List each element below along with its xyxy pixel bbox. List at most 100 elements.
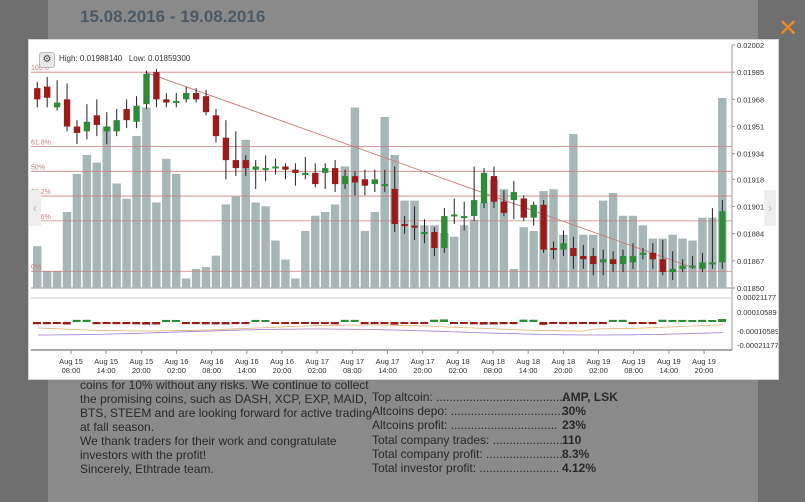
stat-top-altcoin: Top altcoin: ...........................…: [372, 390, 618, 404]
candle-body: [540, 204, 547, 250]
volume-bar: [291, 278, 300, 288]
volume-bar: [718, 98, 727, 288]
volume-bar: [400, 200, 409, 288]
indicator-bar: [152, 322, 161, 325]
volume-bar: [261, 206, 270, 288]
indicator-bar: [479, 322, 488, 325]
indicator-bar: [668, 319, 677, 322]
chevron-right-icon[interactable]: ›: [764, 190, 776, 226]
indicator-tick-label: 0.00021177: [737, 293, 776, 302]
candle-body: [411, 225, 418, 228]
candle-body: [600, 259, 607, 263]
x-tick-date: Aug 19: [587, 357, 611, 366]
candle-body: [143, 73, 150, 105]
candle-body: [431, 232, 438, 249]
candle-body: [669, 268, 676, 273]
candle-body: [63, 99, 71, 127]
volume-bar: [172, 174, 181, 288]
candle-body: [679, 265, 686, 269]
low-label: Low: 0.01859300: [128, 54, 191, 63]
stat-investor-profit: Total investor profit: .................…: [372, 461, 612, 475]
candle-body: [391, 188, 398, 225]
x-tick-time: 08:00: [484, 366, 503, 375]
indicator-bar: [301, 322, 309, 324]
candle-body: [222, 137, 230, 161]
indicator-bar: [420, 322, 429, 325]
indicator-bar: [142, 322, 151, 325]
price-chart[interactable]: 100%61.8%50%38.2%23.6%0%0.020020.019850.…: [29, 40, 779, 380]
x-tick-date: Aug 15: [59, 357, 83, 366]
volume-bar: [569, 134, 578, 288]
x-tick-time: 14:00: [519, 366, 538, 375]
x-tick-date: Aug 18: [516, 357, 540, 366]
stat-label: Altcoins profit: .......................…: [372, 418, 558, 433]
price-tick-label: 0.01968: [737, 95, 764, 104]
volume-bar: [82, 155, 92, 288]
candle-body: [500, 201, 508, 213]
volume-bar: [420, 225, 429, 288]
x-tick-time: 14:00: [378, 366, 397, 375]
candle-body: [699, 262, 706, 269]
candle-body: [212, 115, 220, 137]
indicator-bar: [33, 322, 41, 325]
candle-body: [272, 166, 279, 169]
indicator-bar: [201, 322, 210, 325]
text-line: BTS, STEEM and are looking forward for a…: [80, 406, 373, 420]
indicator-bar: [211, 322, 220, 325]
indicator-bar: [92, 322, 101, 325]
candle-body: [401, 224, 408, 227]
stat-value: 8.3%: [562, 446, 590, 461]
indicator-bar: [718, 319, 726, 322]
indicator-bar: [340, 319, 349, 322]
stat-label: Altcoins depo: .........................…: [372, 404, 565, 419]
volume-bar: [608, 193, 618, 288]
chevron-left-icon[interactable]: ‹: [29, 190, 41, 226]
candle-body: [639, 252, 647, 255]
chart-popup: 100%61.8%50%38.2%23.6%0%0.020020.019850.…: [28, 39, 779, 380]
volume-bar: [211, 255, 221, 288]
candle-body: [252, 166, 259, 170]
x-tick-date: Aug 17: [340, 357, 364, 366]
price-tick-label: 0.01884: [737, 230, 764, 239]
candle-body: [629, 256, 637, 263]
volume-bar: [152, 202, 161, 288]
volume-bar: [52, 270, 62, 288]
volume-bar: [499, 189, 509, 288]
volume-bar: [410, 200, 419, 288]
candle-body: [609, 259, 617, 265]
candle-body: [719, 211, 726, 263]
indicator-bar: [410, 322, 419, 325]
volume-bar: [469, 219, 479, 288]
indicator-bar: [638, 322, 647, 325]
candle-body: [242, 160, 249, 169]
price-tick-label: 0.02002: [737, 41, 764, 50]
indicator-bar: [162, 319, 170, 322]
x-tick-date: Aug 15: [94, 357, 118, 366]
x-tick-time: 14:00: [659, 366, 678, 375]
volume-bar: [598, 200, 608, 288]
candle-body: [123, 108, 130, 121]
indicator-bar: [172, 319, 180, 322]
x-tick-time: 14:00: [97, 366, 116, 375]
candle-body: [232, 160, 240, 169]
x-tick-date: Aug 17: [305, 357, 329, 366]
candle-body: [163, 99, 170, 103]
gear-icon[interactable]: ⚙: [39, 52, 55, 68]
volume-bar: [72, 174, 82, 288]
indicator-bar: [271, 322, 280, 324]
close-icon[interactable]: ✕: [777, 15, 799, 42]
candle-body: [312, 172, 319, 185]
volume-bar: [281, 259, 290, 288]
volume-bar: [311, 215, 320, 288]
stat-altcoins-depo: Altcoins depo: .........................…: [372, 404, 612, 418]
candle-body: [659, 259, 666, 273]
fib-level-label: 100%: [31, 65, 49, 72]
candle-body: [421, 232, 428, 235]
price-tick-label: 0.01918: [737, 175, 764, 184]
volume-bar: [92, 162, 101, 288]
x-tick-time: 20:00: [132, 366, 151, 375]
indicator-bar: [241, 322, 250, 325]
report-text: coins for 10% without any risks. We cont…: [80, 378, 373, 476]
indicator-bar: [112, 322, 121, 325]
candle-body: [73, 126, 81, 133]
